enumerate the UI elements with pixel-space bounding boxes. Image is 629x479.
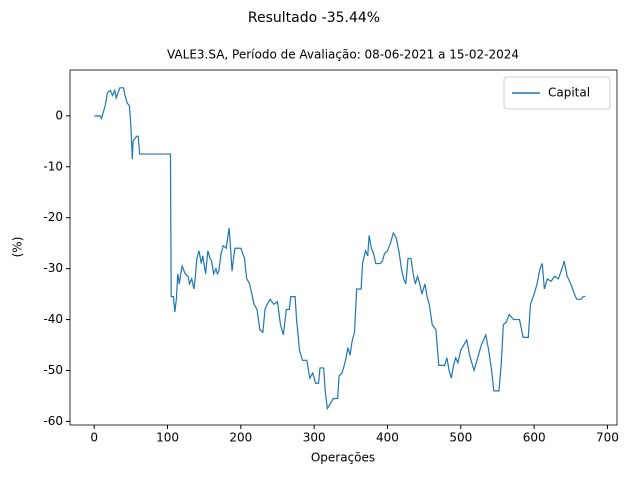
x-tick-label: 200: [229, 431, 252, 445]
x-tick-label: 400: [376, 431, 399, 445]
x-tick-label: 500: [449, 431, 472, 445]
legend-label: Capital: [548, 86, 590, 100]
y-tick-label: -40: [43, 312, 63, 326]
x-tick-label: 0: [90, 431, 98, 445]
y-tick-label: 0: [55, 108, 63, 122]
chart-title: Resultado -35.44%: [248, 10, 380, 26]
legend-box: [503, 76, 611, 110]
data-line: [94, 87, 586, 411]
plot-frame: [69, 69, 618, 426]
y-axis-label: (%): [11, 237, 25, 258]
y-tick-label: -20: [43, 210, 63, 224]
chart-subtitle: VALE3.SA, Período de Avaliação: 08-06-20…: [167, 48, 519, 62]
x-tick-label: 300: [303, 431, 326, 445]
x-tick-label: 600: [523, 431, 546, 445]
x-tick-label: 100: [156, 431, 179, 445]
x-tick-label: 700: [596, 431, 619, 445]
y-tick-label: -60: [43, 414, 63, 428]
y-tick-label: -50: [43, 363, 63, 377]
x-axis-label: Operações: [311, 451, 375, 465]
y-tick-label: -30: [43, 261, 63, 275]
y-tick-label: -10: [43, 159, 63, 173]
